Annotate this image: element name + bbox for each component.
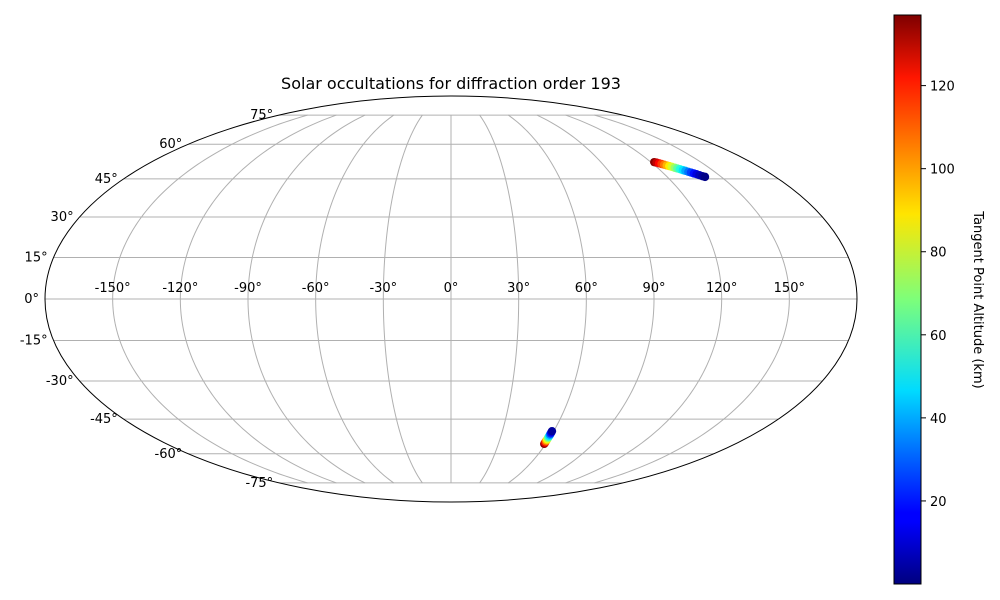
longitude-tick-label: -150° — [95, 281, 131, 296]
colorbar: 20 40 60 80 100 120 Tangent Point Altitude (k… — [893, 14, 985, 585]
longitude-tick-label: 60° — [575, 281, 598, 296]
longitude-tick-label: -30° — [369, 281, 397, 296]
meridian-line — [565, 114, 723, 484]
chart-title: Solar occultations for diffraction order… — [281, 74, 621, 93]
latitude-tick-label: -15° — [20, 334, 48, 349]
map-boundary — [44, 95, 858, 503]
meridian-line — [112, 114, 308, 484]
latitude-tick-label: -45° — [90, 412, 118, 427]
longitude-tick-labels: -150° -120° -90° -60° -30° 0° 30° 60° 90° 120° 150… — [95, 281, 805, 296]
latitude-tick-label: 45° — [95, 172, 118, 187]
longitude-tick-label: 120° — [706, 281, 737, 296]
colorbar-tick-label: 120 — [930, 80, 955, 95]
latitude-tick-label: 75° — [250, 108, 273, 123]
longitude-tick-label: 30° — [507, 281, 530, 296]
latitude-tick-label: 0° — [24, 292, 39, 307]
colorbar-ticks: 20 40 60 80 100 120 — [921, 80, 955, 510]
meridian-line — [315, 114, 395, 484]
meridian-line — [479, 114, 520, 484]
longitude-tick-label: -60° — [302, 281, 330, 296]
meridian-line — [536, 114, 655, 484]
meridian-line — [179, 114, 337, 484]
colorbar-tick-label: 60 — [930, 329, 947, 344]
occultation-point — [547, 426, 557, 436]
longitude-tick-label: -90° — [234, 281, 262, 296]
latitude-tick-label: -75° — [245, 476, 273, 491]
meridian-line — [382, 114, 423, 484]
latitude-tick-label: 15° — [25, 250, 48, 265]
latitude-tick-label: 60° — [159, 137, 182, 152]
latitude-tick-labels: 75° 60° 45° 30° 15° 0° -15° -30° -45° -60° -75° — [20, 108, 273, 491]
occultation-points — [540, 157, 710, 449]
map-gridlines — [45, 114, 857, 484]
longitude-tick-label: 150° — [774, 281, 805, 296]
colorbar-tick-label: 20 — [930, 495, 947, 510]
latitude-tick-label: -30° — [46, 374, 74, 389]
colorbar-gradient — [893, 14, 922, 585]
latitude-tick-label: -60° — [155, 447, 183, 462]
longitude-tick-label: -120° — [162, 281, 198, 296]
occultation-point — [700, 172, 710, 182]
longitude-tick-label: 90° — [642, 281, 665, 296]
colorbar-tick-label: 100 — [930, 163, 955, 178]
meridian-line — [247, 114, 366, 484]
meridian-line — [594, 114, 790, 484]
colorbar-label: Tangent Point Altitude (km) — [970, 210, 985, 388]
colorbar-tick-label: 80 — [930, 246, 947, 261]
latitude-tick-label: 30° — [51, 210, 74, 225]
colorbar-tick-label: 40 — [930, 412, 947, 427]
longitude-tick-label: 0° — [444, 281, 459, 296]
